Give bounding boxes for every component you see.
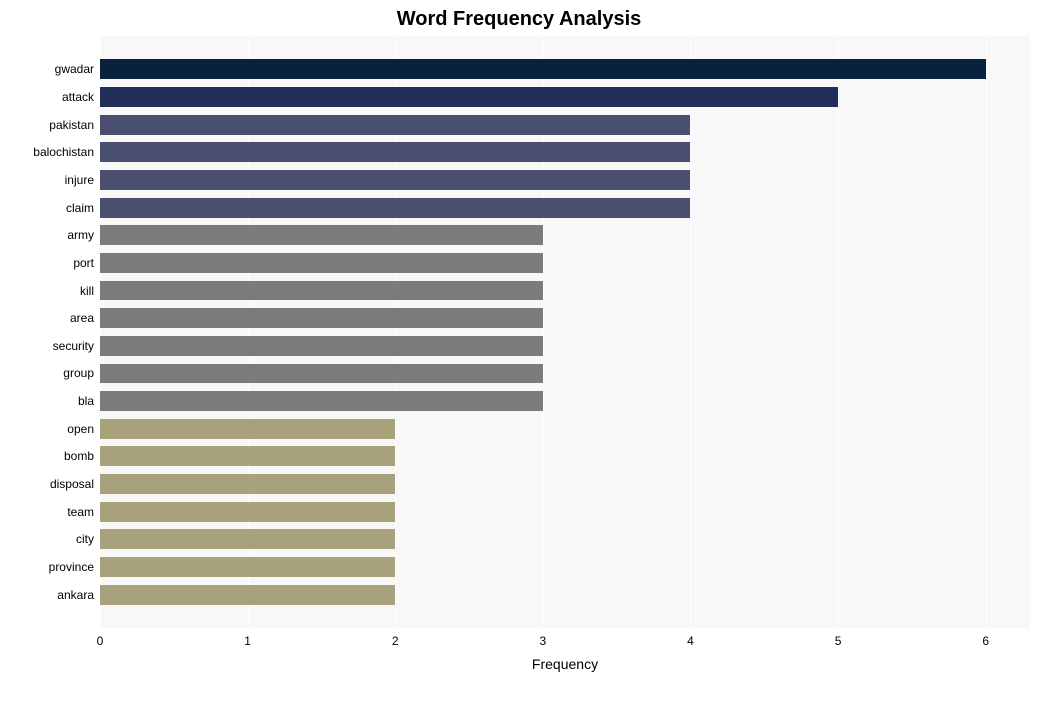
bar — [100, 557, 395, 577]
x-tick-label: 1 — [244, 634, 251, 648]
y-tick-label: area — [70, 311, 94, 325]
y-tick-label: ankara — [57, 588, 94, 602]
gridline — [986, 36, 987, 628]
bar — [100, 253, 543, 273]
x-tick-label: 5 — [835, 634, 842, 648]
bar — [100, 502, 395, 522]
y-tick-label: claim — [66, 201, 94, 215]
bar — [100, 170, 690, 190]
chart-title: Word Frequency Analysis — [0, 8, 1038, 31]
bar — [100, 115, 690, 135]
bar — [100, 308, 543, 328]
y-tick-label: balochistan — [33, 145, 94, 159]
bar — [100, 336, 543, 356]
y-tick-label: security — [53, 339, 94, 353]
bar — [100, 281, 543, 301]
bar — [100, 391, 543, 411]
gridline — [690, 36, 691, 628]
y-tick-label: disposal — [50, 477, 94, 491]
y-tick-label: bomb — [64, 449, 94, 463]
y-tick-label: bla — [78, 394, 94, 408]
x-tick-label: 2 — [392, 634, 399, 648]
y-tick-label: port — [73, 256, 94, 270]
y-tick-label: city — [76, 532, 94, 546]
x-tick-label: 0 — [97, 634, 104, 648]
y-tick-label: open — [67, 422, 94, 436]
plot-area — [100, 36, 1030, 628]
x-axis-label: Frequency — [100, 656, 1030, 672]
bar — [100, 225, 543, 245]
y-tick-label: injure — [65, 173, 94, 187]
bar — [100, 59, 986, 79]
bar — [100, 446, 395, 466]
word-frequency-chart: Word Frequency Analysis Frequency 0 1 2 3 4 5… — [0, 0, 1038, 701]
y-tick-label: province — [49, 560, 94, 574]
y-tick-label: team — [67, 505, 94, 519]
bar — [100, 585, 395, 605]
bar — [100, 529, 395, 549]
x-tick-label: 3 — [540, 634, 547, 648]
x-tick-label: 4 — [687, 634, 694, 648]
bar — [100, 419, 395, 439]
bar — [100, 474, 395, 494]
y-tick-label: kill — [80, 284, 94, 298]
y-tick-label: gwadar — [55, 62, 94, 76]
y-tick-label: army — [67, 228, 94, 242]
y-tick-label: group — [63, 366, 94, 380]
bar — [100, 142, 690, 162]
bar — [100, 198, 690, 218]
gridline — [838, 36, 839, 628]
bar — [100, 87, 838, 107]
y-tick-label: pakistan — [49, 118, 94, 132]
bar — [100, 364, 543, 384]
x-tick-label: 6 — [982, 634, 989, 648]
y-tick-label: attack — [62, 90, 94, 104]
